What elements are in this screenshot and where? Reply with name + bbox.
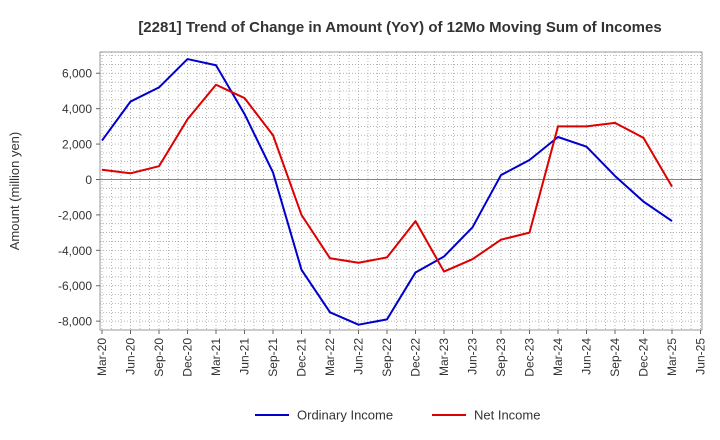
- y-tick-label: -4,000: [58, 244, 92, 258]
- x-tick-label: Mar-25: [665, 338, 679, 376]
- y-tick-label: -2,000: [58, 208, 92, 222]
- x-tick-label: Dec-24: [637, 338, 651, 377]
- axis-layer: 6,000 4,000 2,000 0 -2,000 -4,000 -6,000 -8,000…: [58, 67, 708, 377]
- series-layer: [101, 58, 673, 326]
- x-tick-label: Sep-20: [152, 338, 166, 377]
- x-tick-label: Dec-23: [523, 338, 537, 377]
- y-tick-label: 6,000: [62, 67, 92, 81]
- x-tick-label: Mar-21: [209, 338, 223, 376]
- x-tick-label: Mar-24: [551, 338, 565, 376]
- x-tick-label: Jun-23: [466, 338, 480, 375]
- y-axis-label: Amount (million yen): [7, 132, 22, 251]
- x-tick-label: Dec-20: [181, 338, 195, 377]
- x-tick-label: Sep-24: [608, 338, 622, 377]
- x-tick-label: Mar-20: [95, 338, 109, 376]
- x-tick-label: Jun-21: [238, 338, 252, 375]
- x-tick-label: Mar-22: [323, 338, 337, 376]
- plot-area: [99, 51, 703, 331]
- y-tick-label: -8,000: [58, 315, 92, 329]
- series-line-ordinary-income: [101, 58, 673, 326]
- x-tick-label: Jun-20: [124, 338, 138, 375]
- y-tick-label: 0: [85, 173, 92, 187]
- y-tick-label: 4,000: [62, 102, 92, 116]
- x-tick-label: Sep-21: [266, 338, 280, 377]
- x-tick-label: Dec-22: [409, 338, 423, 377]
- legend: Ordinary Income Net Income: [255, 408, 540, 423]
- y-tick-label: -6,000: [58, 279, 92, 293]
- x-tick-label: Jun-25: [694, 338, 708, 375]
- x-tick-label: Jun-22: [352, 338, 366, 375]
- grid-layer: [100, 52, 702, 331]
- series-line-net-income: [101, 83, 673, 273]
- y-tick-label: 2,000: [62, 138, 92, 152]
- x-tick-label: Sep-23: [494, 338, 508, 377]
- x-tick-label: Dec-21: [295, 338, 309, 377]
- x-tick-label: Sep-22: [380, 338, 394, 377]
- legend-label: Net Income: [474, 408, 540, 423]
- x-tick-label: Jun-24: [580, 338, 594, 375]
- legend-label: Ordinary Income: [297, 408, 393, 423]
- chart-title: [2281] Trend of Change in Amount (YoY) o…: [138, 19, 661, 36]
- x-tick-label: Mar-23: [437, 338, 451, 376]
